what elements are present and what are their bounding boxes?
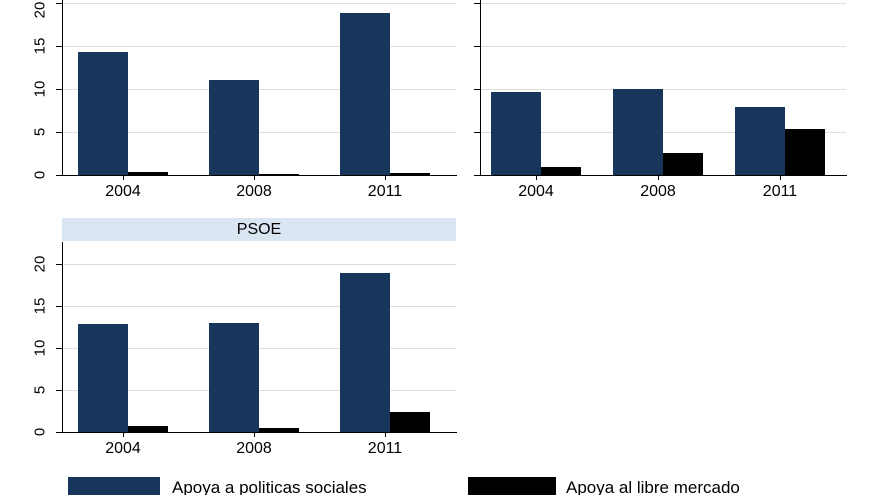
x-tick-label: 2011 xyxy=(762,183,798,200)
y-tick-mark xyxy=(56,432,62,433)
bar-free-market xyxy=(390,173,430,175)
grid-line xyxy=(62,306,456,307)
x-tick-label: 2004 xyxy=(518,183,554,200)
x-axis xyxy=(480,175,847,176)
grid-line xyxy=(62,46,456,47)
grid-line xyxy=(62,132,456,133)
y-tick-mark xyxy=(474,3,480,4)
y-tick-mark xyxy=(56,390,62,391)
legend-swatch-free-market xyxy=(468,477,556,495)
y-tick-label: 5 xyxy=(31,385,49,395)
x-tick-mark xyxy=(385,176,386,180)
x-tick-label: 2008 xyxy=(236,183,272,200)
bar-social-policies xyxy=(735,107,785,175)
x-tick-mark xyxy=(536,176,537,180)
bar-social-policies xyxy=(209,80,259,175)
y-tick-label: 20 xyxy=(31,255,49,273)
x-axis xyxy=(62,175,457,176)
bar-free-market xyxy=(663,153,703,175)
bar-free-market xyxy=(259,174,299,175)
x-tick-mark xyxy=(780,176,781,180)
y-tick-label: 10 xyxy=(31,80,49,98)
y-tick-mark xyxy=(56,132,62,133)
y-tick-mark xyxy=(474,89,480,90)
grid-line xyxy=(480,132,846,133)
y-tick-mark xyxy=(56,348,62,349)
y-tick-label: 5 xyxy=(31,127,49,137)
x-tick-mark xyxy=(658,176,659,180)
y-tick-label: 15 xyxy=(31,297,49,315)
x-tick-mark xyxy=(123,433,124,437)
bar-social-policies xyxy=(78,52,128,175)
bar-free-market xyxy=(128,426,168,432)
y-tick-mark xyxy=(56,3,62,4)
x-axis xyxy=(62,432,457,433)
bar-social-policies xyxy=(340,13,390,175)
y-tick-label: 10 xyxy=(31,339,49,357)
y-tick-mark xyxy=(474,175,480,176)
x-tick-label: 2011 xyxy=(367,440,403,457)
legend-swatch-social-policies xyxy=(68,477,160,495)
y-axis xyxy=(62,242,63,433)
y-tick-mark xyxy=(56,175,62,176)
bar-free-market xyxy=(785,129,825,175)
y-tick-mark xyxy=(56,306,62,307)
x-tick-label: 2011 xyxy=(367,183,403,200)
y-tick-mark xyxy=(56,46,62,47)
x-tick-label: 2008 xyxy=(236,440,272,457)
grid-line xyxy=(480,46,846,47)
grid-line xyxy=(62,89,456,90)
bar-free-market xyxy=(541,167,581,175)
legend-label-free-market: Apoya al libre mercado xyxy=(566,478,740,495)
grid-line xyxy=(480,89,846,90)
y-tick-mark xyxy=(56,264,62,265)
x-tick-mark xyxy=(385,433,386,437)
legend: Apoya a politicas sociales Apoya al libr… xyxy=(0,470,880,495)
bar-free-market xyxy=(128,172,168,175)
x-tick-label: 2004 xyxy=(105,440,141,457)
y-tick-mark xyxy=(56,89,62,90)
x-tick-mark xyxy=(123,176,124,180)
grid-line xyxy=(480,3,846,4)
y-tick-label: 0 xyxy=(31,427,49,437)
x-tick-mark xyxy=(254,176,255,180)
y-tick-mark xyxy=(474,132,480,133)
bar-free-market xyxy=(390,412,430,432)
bar-social-policies xyxy=(340,273,390,432)
y-axis xyxy=(480,0,481,176)
grid-line xyxy=(62,3,456,4)
bar-social-policies xyxy=(613,89,663,175)
grid-line xyxy=(62,264,456,265)
y-tick-label: 15 xyxy=(31,37,49,55)
y-tick-label: 0 xyxy=(31,170,49,180)
bar-free-market xyxy=(259,428,299,432)
y-tick-mark xyxy=(474,46,480,47)
panel-title: PSOE xyxy=(236,220,282,238)
bar-social-policies xyxy=(209,323,259,432)
x-tick-mark xyxy=(254,433,255,437)
bar-social-policies xyxy=(78,324,128,432)
legend-label-social-policies: Apoya a politicas sociales xyxy=(172,478,367,495)
x-tick-label: 2004 xyxy=(105,183,141,200)
grid-line xyxy=(62,348,456,349)
bar-social-policies xyxy=(491,92,541,175)
y-axis xyxy=(62,0,63,176)
grid-line xyxy=(62,390,456,391)
x-tick-label: 2008 xyxy=(640,183,676,200)
y-tick-label: 20 xyxy=(31,1,49,19)
panel-title-band: PSOE xyxy=(62,218,456,241)
